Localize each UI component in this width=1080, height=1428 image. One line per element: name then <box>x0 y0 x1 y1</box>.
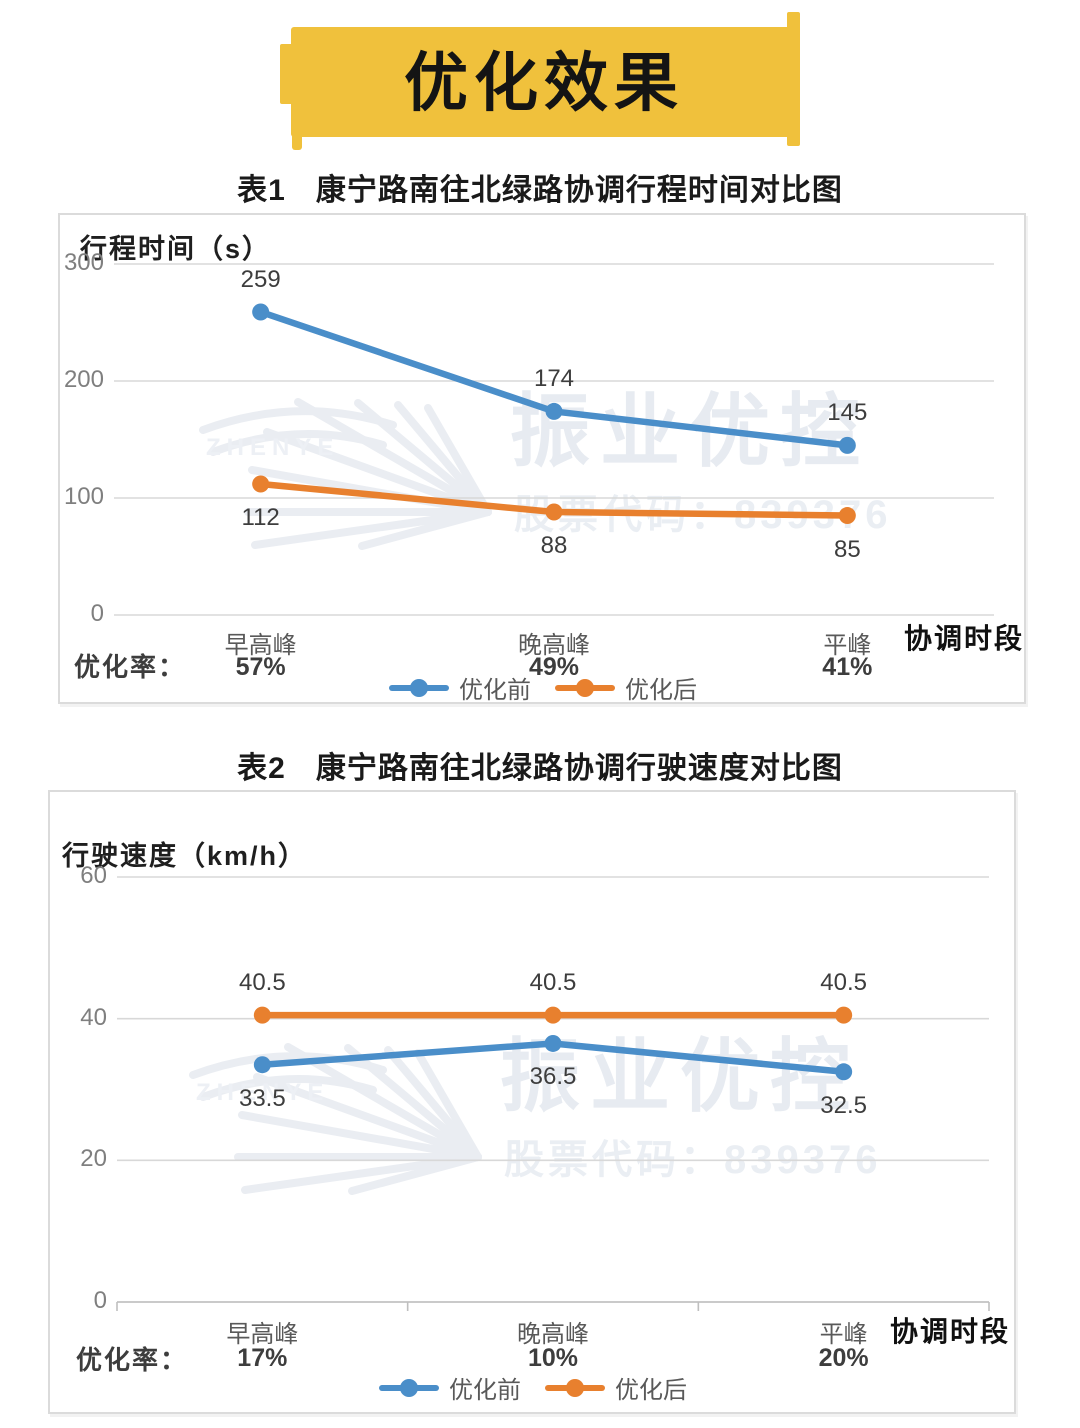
data-point <box>253 1006 271 1024</box>
y-tick-label: 200 <box>63 366 104 393</box>
legend-item: 优化后 <box>543 1370 687 1405</box>
data-point <box>838 507 856 525</box>
chart1-table-label: 表1 <box>237 174 286 207</box>
legend-marker <box>555 678 615 697</box>
category-label: 早高峰 <box>226 1321 299 1348</box>
driving-speed-chart: ZHENYE 振业优控 股票代码：839376 行驶速度（km/h） 优化率： … <box>48 790 1016 1414</box>
chart-legend: 优化前 优化后 <box>50 1370 1014 1405</box>
data-label: 32.5 <box>820 1091 868 1119</box>
chart1-title: 表1 康宁路南往北绿路协调行程时间对比图 <box>0 165 1080 209</box>
chart2-title-text: 康宁路南往北绿路协调行驶速度对比图 <box>315 752 843 785</box>
data-label: 36.5 <box>529 1063 577 1091</box>
y-axis-title: 行程时间（s） <box>80 234 272 264</box>
data-point <box>544 1006 562 1024</box>
category-label: 晚高峰 <box>517 1321 589 1348</box>
legend-label: 优化前 <box>459 677 531 704</box>
y-tick-label: 0 <box>90 600 104 627</box>
rate-value: 10% <box>527 1344 579 1372</box>
x-axis-title: 协调时段 <box>890 1316 1011 1347</box>
banner-brush-edge-left <box>280 44 294 104</box>
legend-item: 优化前 <box>387 670 531 705</box>
data-label: 33.5 <box>238 1084 286 1112</box>
rate-value: 57% <box>235 653 286 681</box>
banner-brush-drip <box>292 120 302 150</box>
travel-time-chart: ZHENYE 振业优控 股票代码：839376 行程时间（s） 优化率： 协调时… <box>58 213 1026 704</box>
y-tick-label: 60 <box>80 862 107 889</box>
data-label: 40.5 <box>820 969 868 997</box>
y-tick-label: 100 <box>63 483 104 510</box>
data-label: 40.5 <box>529 969 577 997</box>
legend-item: 优化前 <box>377 1370 521 1405</box>
data-label: 88 <box>540 532 568 560</box>
legend-label: 优化后 <box>625 677 697 704</box>
data-label: 174 <box>533 365 575 393</box>
data-point <box>838 436 856 454</box>
rate-value: 41% <box>822 653 873 681</box>
rate-value: 20% <box>818 1344 869 1372</box>
data-point <box>835 1006 853 1024</box>
data-label: 40.5 <box>238 969 286 997</box>
y-tick-label: 40 <box>80 1003 107 1031</box>
rate-caption: 优化率： <box>76 1345 189 1375</box>
y-tick-label: 20 <box>80 1145 107 1173</box>
plot-area <box>116 876 990 1311</box>
category-label: 平峰 <box>823 632 872 659</box>
category-label: 平峰 <box>819 1321 868 1348</box>
category-label: 晚高峰 <box>518 632 590 659</box>
rate-value: 17% <box>237 1344 288 1372</box>
data-label: 112 <box>241 503 280 531</box>
legend-marker <box>379 1378 439 1397</box>
rate-caption: 优化率： <box>74 652 187 682</box>
chart2-title: 表2 康宁路南往北绿路协调行驶速度对比图 <box>0 743 1080 787</box>
data-label: 259 <box>240 265 281 293</box>
banner-brush-edge-right <box>787 12 800 146</box>
page-title: 优化效果 <box>404 47 684 119</box>
data-point <box>835 1063 853 1081</box>
data-point <box>253 1056 271 1074</box>
chart-legend: 优化前 优化后 <box>60 670 1024 705</box>
category-label: 早高峰 <box>224 632 297 659</box>
data-point <box>252 303 270 321</box>
y-tick-label: 300 <box>63 249 104 276</box>
legend-marker <box>389 678 449 697</box>
legend-marker <box>545 1378 605 1397</box>
data-point <box>545 503 563 521</box>
data-label: 85 <box>833 535 861 563</box>
y-axis-title: 行驶速度（km/h） <box>62 841 308 871</box>
y-tick-label: 0 <box>93 1287 107 1314</box>
legend-label: 优化后 <box>615 1377 687 1404</box>
x-axis-title: 协调时段 <box>904 623 1025 654</box>
plot-area <box>114 263 994 616</box>
chart2-table-label: 表2 <box>237 752 286 785</box>
data-label: 145 <box>827 399 868 427</box>
legend-item: 优化后 <box>553 670 697 705</box>
data-point <box>545 402 563 420</box>
chart1-title-text: 康宁路南往北绿路协调行程时间对比图 <box>315 174 843 207</box>
banner-background <box>291 27 797 137</box>
rate-value: 49% <box>528 653 580 681</box>
data-point <box>252 475 270 493</box>
data-point <box>544 1034 562 1052</box>
legend-label: 优化前 <box>449 1377 521 1404</box>
